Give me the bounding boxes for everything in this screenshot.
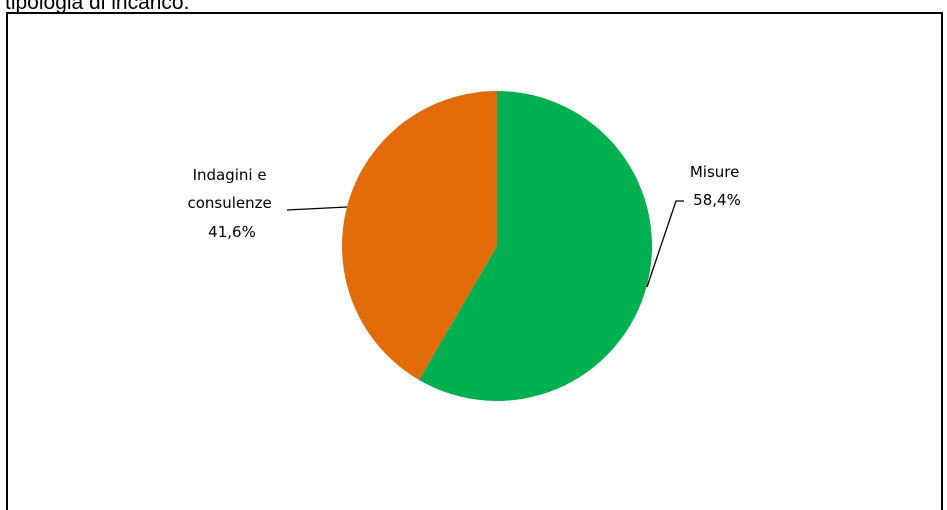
leader-line-misure [646,200,684,288]
data-label-indagini-line2: consulenze [187,194,271,212]
data-label-misure: Misure 58,4% [690,163,744,209]
page-text-fragment: tipologia di incarico. [5,0,190,14]
data-labels: Misure 58,4% Indagini e consulenze 41,6% [187,163,744,241]
leader-line-indagini [286,206,348,211]
data-label-misure-name: Misure [690,163,740,181]
data-label-indagini-value: 41,6% [208,223,256,241]
pie-slice-indagini [341,90,497,380]
data-label-indagini-line1: Indagini e [193,166,267,184]
leader-lines [286,200,684,288]
pie-slices [341,90,652,401]
pie-slice-misure [418,91,652,401]
data-label-indagini: Indagini e consulenze 41,6% [187,166,276,241]
data-label-misure-value: 58,4% [693,191,741,209]
